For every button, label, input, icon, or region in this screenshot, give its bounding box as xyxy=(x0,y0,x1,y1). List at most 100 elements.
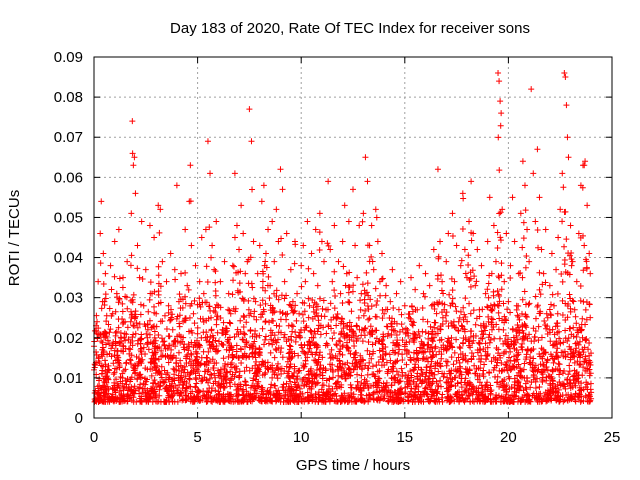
roti-point-band xyxy=(174,313,181,320)
roti-point-band xyxy=(497,209,504,216)
y-tick-label: 0.05 xyxy=(54,209,83,226)
roti-point-band xyxy=(182,355,189,362)
roti-point-band xyxy=(530,371,537,378)
roti-point-band xyxy=(271,392,278,399)
roti-point-band xyxy=(181,378,188,385)
roti-point-band xyxy=(334,366,341,373)
roti-point-band xyxy=(406,377,413,384)
roti-point-band xyxy=(365,365,372,372)
roti-point-band xyxy=(281,331,288,338)
roti-point-band xyxy=(471,273,478,280)
roti-point-band xyxy=(550,359,557,366)
roti-point-band xyxy=(351,363,358,370)
roti-point-band xyxy=(488,398,495,405)
roti-point-band xyxy=(205,303,212,310)
roti-point-band xyxy=(385,397,392,404)
roti-point-band xyxy=(352,349,359,356)
roti-point-band xyxy=(369,328,376,335)
roti-point-band xyxy=(496,292,503,299)
roti-point-band xyxy=(496,335,503,342)
roti-point-band xyxy=(186,355,193,362)
roti-point-band xyxy=(156,229,163,236)
roti-point-band xyxy=(130,291,137,298)
roti-point-band xyxy=(282,311,289,318)
roti-point-band xyxy=(262,287,269,294)
roti-point-band xyxy=(203,317,210,324)
roti-point xyxy=(109,310,116,317)
roti-point-band xyxy=(269,309,276,316)
roti-point-band xyxy=(503,388,510,395)
roti-point-band xyxy=(430,301,437,308)
roti-point-band xyxy=(273,287,280,294)
roti-point-band xyxy=(102,334,109,341)
roti-point xyxy=(138,218,145,225)
roti-point-band xyxy=(240,386,247,393)
roti-point-band xyxy=(144,376,151,383)
roti-point-band xyxy=(465,392,472,399)
roti-point xyxy=(356,222,363,229)
roti-point-band xyxy=(530,355,537,362)
roti-point-band xyxy=(135,360,142,367)
roti-point-band xyxy=(581,242,588,249)
roti-point-band xyxy=(102,291,109,298)
roti-point-band xyxy=(152,343,159,350)
roti-point xyxy=(428,302,435,309)
roti-point-band xyxy=(233,386,240,393)
roti-point-band xyxy=(224,361,231,368)
roti-point-band xyxy=(187,362,194,369)
roti-point-band xyxy=(566,291,573,298)
roti-point-band xyxy=(298,341,305,348)
roti-point-band xyxy=(308,365,315,372)
roti-point-band xyxy=(493,362,500,369)
roti-point-band xyxy=(395,306,402,313)
roti-point-band xyxy=(565,391,572,398)
roti-point-band xyxy=(129,312,136,319)
roti-point-band xyxy=(564,337,571,344)
roti-point-band xyxy=(317,365,324,372)
roti-point xyxy=(337,290,344,297)
roti-point-band xyxy=(125,336,132,343)
roti-point-band xyxy=(190,367,197,374)
roti-point-band xyxy=(345,298,352,305)
roti-point-band xyxy=(490,367,497,374)
roti-point xyxy=(339,238,346,245)
roti-point-band xyxy=(571,352,578,359)
roti-point-band xyxy=(165,309,172,316)
roti-point-band xyxy=(448,354,455,361)
roti-point-band xyxy=(229,346,236,353)
roti-point-band xyxy=(537,361,544,368)
roti-point-band xyxy=(199,299,206,306)
roti-point-band xyxy=(392,328,399,335)
roti-point-band xyxy=(210,307,217,314)
roti-point-band xyxy=(408,393,415,400)
roti-point-band xyxy=(551,395,558,402)
roti-point-band xyxy=(465,252,472,259)
roti-point-band xyxy=(366,396,373,403)
roti-point-band xyxy=(250,295,257,302)
roti-point-band xyxy=(387,389,394,396)
roti-point-band xyxy=(323,330,330,337)
roti-point-band xyxy=(252,345,259,352)
roti-point-band xyxy=(273,322,280,329)
roti-point-band xyxy=(464,318,471,325)
roti-point-band xyxy=(485,280,492,287)
roti-point-band xyxy=(476,347,483,354)
roti-point-band xyxy=(175,374,182,381)
roti-point xyxy=(225,290,232,297)
roti-point-band xyxy=(95,331,102,338)
roti-point-band xyxy=(436,337,443,344)
roti-point-band xyxy=(408,302,415,309)
roti-point-band xyxy=(333,341,340,348)
roti-point-band xyxy=(203,377,210,384)
roti-point-band xyxy=(145,346,152,353)
roti-point-band xyxy=(449,376,456,383)
roti-point-band xyxy=(214,313,221,320)
roti-point-band xyxy=(202,361,209,368)
roti-point-band xyxy=(138,360,145,367)
roti-point-band xyxy=(305,295,312,302)
roti-point-band xyxy=(484,344,491,351)
roti-point-band xyxy=(405,398,412,405)
roti-point-band xyxy=(128,252,135,259)
roti-point xyxy=(159,258,166,265)
